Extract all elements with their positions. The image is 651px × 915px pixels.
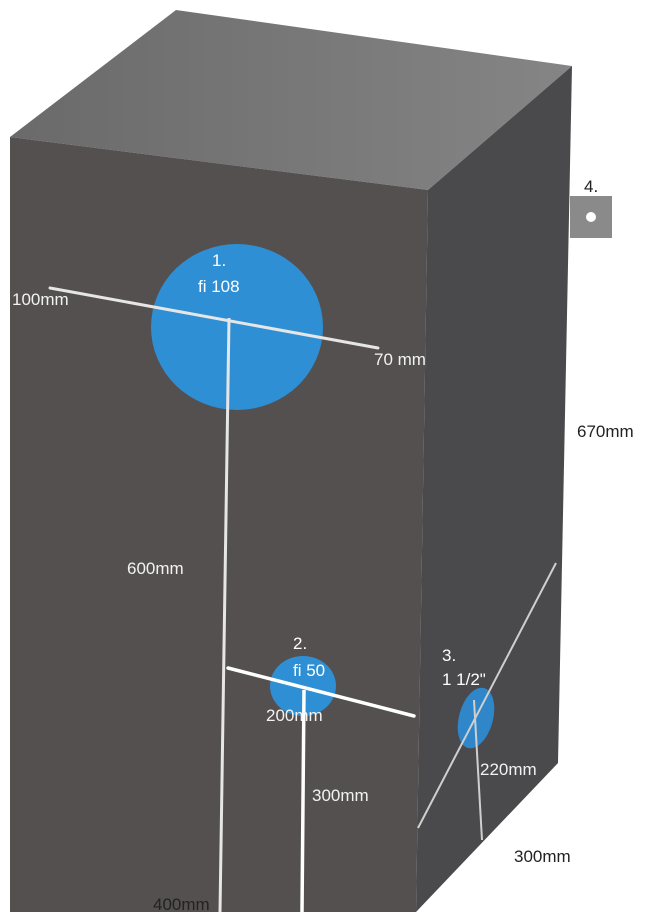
box-side-face <box>416 66 572 912</box>
box-top-face <box>10 10 572 190</box>
measure-line-hole1-vertical <box>218 317 231 913</box>
box-front-face <box>10 137 428 912</box>
measure-line-hole1-horizontal <box>48 286 380 350</box>
measure-line-hole2-horizontal <box>226 666 416 718</box>
measure-line-hole3-diagonal <box>417 562 557 829</box>
marker-4-dot <box>586 212 596 222</box>
measure-line-hole2-vertical <box>300 689 306 913</box>
hole-1 <box>151 244 323 410</box>
measure-line-hole3-depth <box>473 699 483 841</box>
